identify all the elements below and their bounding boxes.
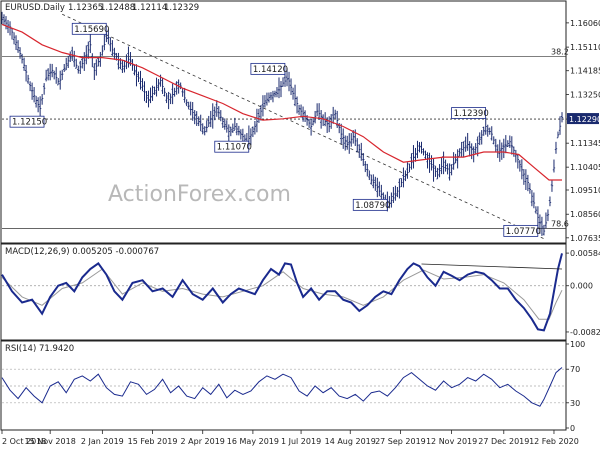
price-label-text: 1.12390 (454, 109, 489, 119)
x-tick-label: 2 Jan 2019 (81, 437, 124, 446)
macd-y-tick-label: -0.008276 (570, 328, 600, 337)
x-tick-label: 27 Sep 2019 (375, 437, 426, 446)
x-tick-label: 15 Nov 2018 (25, 437, 76, 446)
x-tick-label: 16 May 2019 (227, 437, 279, 446)
ohlc-high: 1.12488 (100, 3, 135, 13)
price-label-text: 1.14120 (253, 65, 288, 75)
macd-y-tick-label: 0.000 (570, 282, 593, 291)
macd-y-tick-label: 0.005847 (570, 249, 600, 258)
macd-layer (1, 253, 566, 332)
x-tick-label: 12 Feb 2020 (529, 437, 579, 446)
macd-panel-title: MACD(12,26,9) 0.005205 -0.000767 (5, 247, 159, 257)
current-price-box (567, 113, 599, 125)
watermark-text: ActionForex.com (108, 182, 291, 207)
macd-trendline (421, 263, 563, 270)
rsi-y-tick-label: 70 (570, 365, 580, 374)
price-label-box (250, 62, 286, 75)
price-y-tick-label: 1.07635 (570, 234, 600, 243)
ohlc-open: 1.12365 (68, 3, 103, 13)
price-label-box (71, 22, 107, 35)
x-tick-label: 2 Apr 2019 (181, 437, 225, 446)
price-label-text: 1.12150 (12, 118, 47, 128)
price-label-text: 1.11070 (217, 143, 252, 153)
price-panel (0, 0, 567, 244)
x-tick-label: 14 Aug 2019 (325, 437, 376, 446)
price-label-box (503, 224, 539, 237)
current-price-label: 1.12290 (569, 115, 600, 124)
rsi-panel (0, 340, 567, 431)
rsi-y-tick-label: 0 (570, 424, 575, 433)
rsi-y-tick-label: 30 (570, 399, 580, 408)
price-label-box (451, 107, 487, 119)
trend-line (62, 13, 545, 240)
x-tick-label: 15 Feb 2019 (128, 437, 178, 446)
axis-layer: 1.16060 1.15110 1.14185 1.13250 1.11345 1.104… (1, 19, 600, 446)
price-label-box (214, 140, 250, 153)
price-y-tick-label: 1.09510 (570, 186, 600, 195)
rsi-layer (1, 367, 566, 407)
rsi-line (1, 367, 563, 407)
price-y-tick-label: 1.15110 (570, 43, 600, 52)
x-tick-label: 12 Nov 2019 (426, 437, 477, 446)
rsi-y-tick-label: 100 (570, 340, 585, 349)
x-tick-label: 2 Oct 2018 (2, 437, 46, 446)
price-y-tick-label: 1.08560 (570, 210, 600, 219)
price-layer: 1.15690 1.14120 1.12150 1.11070 1.12390 1.087… (0, 11, 569, 240)
price-label-text: 1.07770 (506, 227, 541, 237)
moving-average-line (1, 23, 562, 181)
fib-level-label: 38.2 (551, 47, 569, 56)
price-label-box (9, 115, 45, 128)
price-label-box (352, 198, 388, 211)
x-tick-label: 1 Jul 2019 (281, 437, 321, 446)
price-panel-title: EURUSD.Daily (5, 3, 65, 13)
price-label-text: 1.15690 (74, 25, 109, 35)
price-y-tick-label: 1.13250 (570, 91, 600, 100)
price-y-tick-label: 1.11345 (570, 139, 600, 148)
ohlc-close: 1.12329 (164, 3, 199, 13)
macd-line (1, 253, 563, 332)
price-label-text: 1.08790 (355, 201, 390, 211)
x-tick-label: 27 Dec 2019 (478, 437, 529, 446)
macd-panel (0, 243, 567, 341)
ohlc-low: 1.12114 (132, 3, 167, 13)
price-y-tick-label: 1.10405 (570, 163, 600, 172)
price-y-tick-label: 1.14185 (570, 67, 600, 76)
fib-level-label: 78.6 (551, 220, 569, 229)
rsi-panel-title: RSI(14) 71.9420 (5, 344, 74, 354)
price-y-tick-label: 1.16060 (570, 19, 600, 28)
